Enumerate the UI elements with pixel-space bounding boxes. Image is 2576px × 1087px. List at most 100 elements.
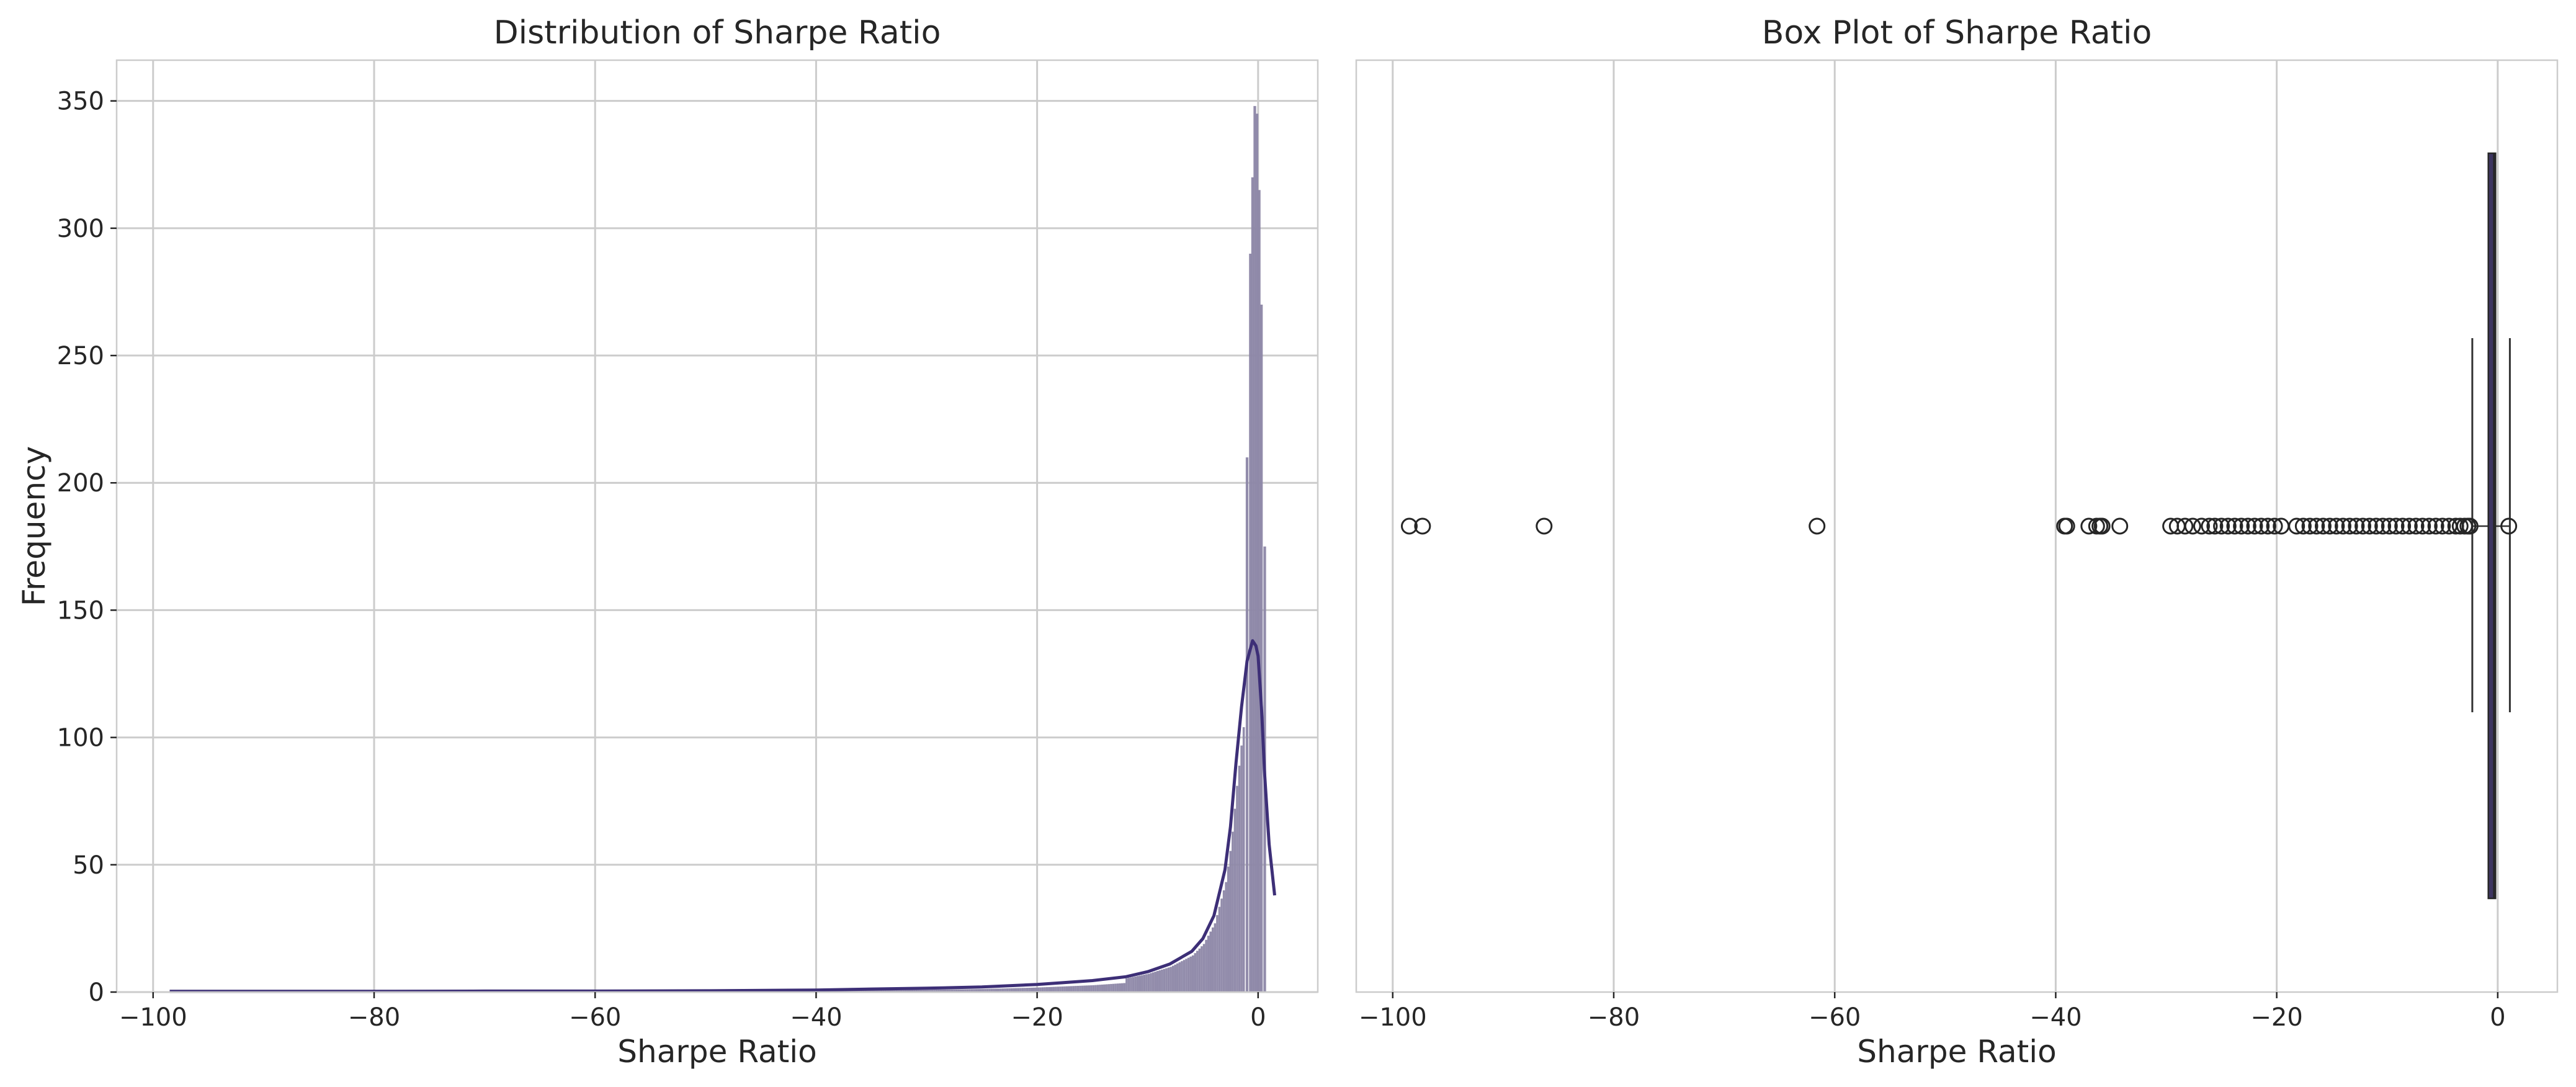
histogram-bar <box>953 989 955 992</box>
histogram-bar <box>1094 985 1097 992</box>
histogram-bar <box>1021 988 1024 992</box>
histogram-y-tick-label: 250 <box>57 342 104 370</box>
histogram-x-tick-label: −40 <box>790 1003 842 1032</box>
box-outlier <box>2288 517 2305 535</box>
histogram-bar <box>1013 988 1015 992</box>
histogram-bar <box>862 990 865 992</box>
boxplot-x-tick-label: −20 <box>2250 1003 2302 1032</box>
histogram-bar <box>1101 984 1104 992</box>
histogram-bar <box>997 988 1000 992</box>
histogram-x-tick-label: −80 <box>348 1003 400 1032</box>
histogram-bar <box>1127 978 1130 992</box>
box-outlier <box>2451 517 2469 535</box>
histogram-bar <box>887 990 889 992</box>
histogram-bar <box>1014 988 1017 992</box>
histogram-x-axis-label: Sharpe Ratio <box>617 1034 816 1070</box>
histogram-bar <box>1220 898 1223 992</box>
histogram-plot-area <box>117 60 1318 992</box>
histogram-bar <box>949 989 951 992</box>
histogram-bar <box>1240 745 1243 992</box>
histogram-bar <box>926 990 929 992</box>
histogram-bar <box>1165 968 1168 992</box>
histogram-bar <box>970 989 973 992</box>
histogram-bar <box>1035 987 1037 992</box>
histogram-bar <box>1001 988 1004 992</box>
histogram-bar <box>966 989 969 992</box>
histogram-bar <box>895 990 898 992</box>
histogram-bar <box>1207 936 1210 992</box>
histogram-bar <box>1152 972 1155 992</box>
histogram-bar <box>898 990 900 992</box>
histogram-bar <box>919 990 923 992</box>
histogram-kde <box>169 639 1276 993</box>
histogram-bar <box>1225 882 1227 992</box>
histogram-bar <box>1194 953 1197 992</box>
histogram-bar <box>1143 974 1146 992</box>
histogram-bar <box>1242 727 1245 992</box>
histogram-bar <box>1138 975 1142 992</box>
box-outlier <box>2314 517 2332 535</box>
box-outlier <box>2341 517 2358 535</box>
histogram-bar <box>1238 766 1241 992</box>
histogram-bar <box>1000 988 1002 992</box>
box-outlier <box>2093 517 2111 535</box>
box-outlier <box>2176 517 2194 535</box>
histogram-bar <box>1096 985 1099 992</box>
histogram-bar <box>1041 987 1044 992</box>
histogram-bar <box>990 988 993 992</box>
box-outlier <box>2253 517 2270 535</box>
histogram-bar <box>1236 785 1238 992</box>
histogram-y-ticks: 0 50 100 150 200 250 300 350 <box>57 87 117 1007</box>
box-outlier <box>2361 517 2378 535</box>
box-outlier <box>1400 517 1418 535</box>
box-iqr <box>2487 152 2497 900</box>
box-outlier <box>2500 517 2518 535</box>
histogram-bar <box>1044 987 1046 992</box>
histogram-y-tick-label: 300 <box>57 215 104 243</box>
kde-line <box>169 639 1276 993</box>
histogram-y-tick-label: 200 <box>57 469 104 498</box>
box-outlier <box>2213 517 2230 535</box>
histogram-y-tick-label: 100 <box>57 724 104 753</box>
histogram-bar <box>1183 960 1186 992</box>
histogram-x-tick-label: −20 <box>1011 1003 1063 1032</box>
histogram-bar <box>1255 114 1259 993</box>
histogram-bar <box>1072 986 1075 992</box>
box-outlier <box>2420 517 2438 535</box>
histogram-bar <box>1045 987 1049 992</box>
histogram-bar <box>1201 946 1203 992</box>
histogram-bar <box>939 990 942 992</box>
histogram-bar <box>915 990 918 992</box>
histogram-bar <box>1055 986 1057 992</box>
histogram-bar <box>1214 923 1217 992</box>
histogram-bar <box>959 989 962 992</box>
histogram-bar <box>955 989 958 992</box>
histogram-bar <box>1103 984 1106 992</box>
box-outlier <box>1414 517 1431 535</box>
histogram-bar <box>1059 986 1062 992</box>
histogram-bar <box>957 989 960 992</box>
histogram-x-tick-label: −100 <box>119 1003 187 1032</box>
histogram-bar <box>1189 956 1192 992</box>
boxplot-x-ticks: −100 −80 −60 −40 −20 0 <box>1359 992 2506 1032</box>
histogram-bar <box>1171 965 1174 992</box>
histogram-x-ticks: −100 −80 −60 −40 −20 0 <box>119 992 1266 1032</box>
histogram-bar <box>882 990 885 992</box>
histogram-bar <box>946 989 949 992</box>
histogram-bar <box>1123 983 1126 992</box>
histogram-bar <box>1198 948 1201 992</box>
histogram-bar <box>1010 988 1013 992</box>
histogram-bar <box>979 989 982 992</box>
histogram-bar <box>1202 944 1205 992</box>
box-outlier <box>2301 517 2319 535</box>
boxplot-title: Box Plot of Sharpe Ratio <box>1762 14 2152 51</box>
histogram-bar <box>935 990 938 992</box>
histogram-bar <box>871 990 874 992</box>
histogram-bar <box>1212 927 1214 992</box>
box-outlier <box>2348 517 2365 535</box>
histogram-x-tick-label: −60 <box>569 1003 621 1032</box>
boxplot-x-tick-label: −100 <box>1359 1003 1427 1032</box>
boxplot-frame <box>1355 59 2559 993</box>
histogram-bar <box>973 989 975 992</box>
